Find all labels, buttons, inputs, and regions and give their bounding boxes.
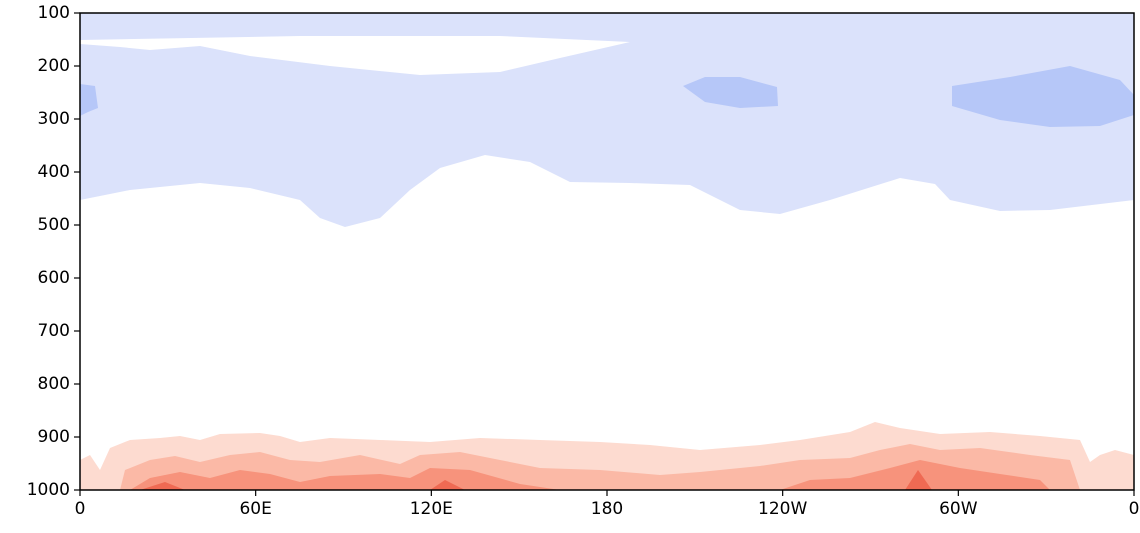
y-tick-label: 400: [38, 162, 70, 182]
y-tick-label: 1000: [27, 480, 70, 500]
contour-region: [683, 77, 778, 108]
x-tick-label: 60W: [939, 499, 978, 519]
x-tick-label: 120E: [410, 499, 453, 519]
x-tick-label: 0: [1129, 499, 1140, 519]
x-tick-label: 120W: [758, 499, 807, 519]
x-tick-label: 180: [591, 499, 623, 519]
y-tick-label: 600: [38, 268, 70, 288]
y-tick-label: 300: [38, 109, 70, 129]
x-tick-label: 0: [75, 499, 86, 519]
y-tick-label: 800: [38, 374, 70, 394]
y-tick-label: 100: [38, 3, 70, 23]
y-tick-label: 500: [38, 215, 70, 235]
y-tick-label: 200: [38, 56, 70, 76]
y-tick-label: 700: [38, 321, 70, 341]
contour-region: [80, 84, 98, 116]
contour-region: [80, 36, 630, 75]
contour-region: [130, 460, 1050, 490]
contour-region: [952, 66, 1134, 127]
x-tick-label: 60E: [239, 499, 271, 519]
axes: 0 60E 120E 180 120W 60W 0 100 200 300 400 500 600 700…: [27, 3, 1140, 519]
contour-field: [80, 13, 1134, 490]
y-tick-label: 900: [38, 427, 70, 447]
